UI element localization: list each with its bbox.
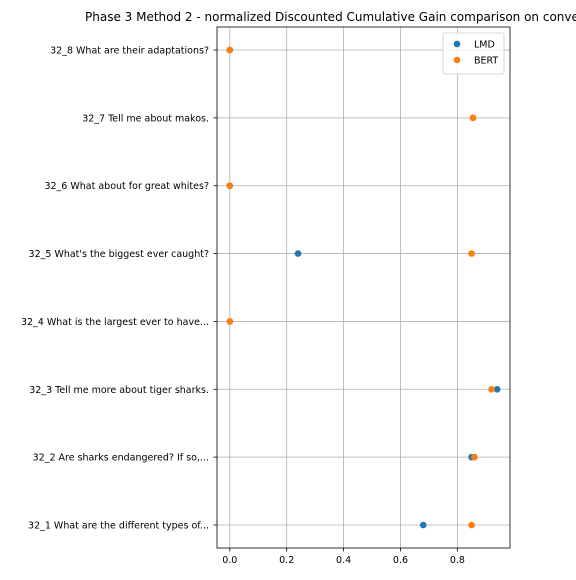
data-point-bert [226,182,234,190]
data-point-bert [468,521,475,529]
legend-label-bert: BERT [474,56,498,67]
data-point-bert [488,385,495,393]
plot-frame [216,26,511,549]
data-point-bert [471,453,478,461]
data-point-lmd [493,385,501,393]
data-points [226,46,501,529]
legend: LMD BERT [442,32,505,75]
data-point-bert [468,250,475,257]
y-tick-label: 32_7 Tell me about makos. [82,113,209,124]
x-tick-label: 0.8 [450,555,465,566]
axis-ticks: 0.0 0.2 0.4 0.6 0.8 32_1 What are the differe… [21,46,465,567]
data-point-lmd [419,521,427,529]
chart-title: Phase 3 Method 2 - normalized Discounted… [85,10,576,24]
legend-marker-bert [453,56,461,64]
y-tick-label: 32_6 What about for great whites? [44,181,209,192]
y-tick-label: 32_3 Tell me more about tiger sharks. [29,385,209,396]
x-tick-label: 0.2 [279,555,294,566]
data-point-bert [226,46,234,54]
x-tick-label: 0.0 [222,555,237,566]
legend-label-lmd: LMD [474,40,495,51]
y-tick-label: 32_5 What's the biggest ever caught? [29,249,209,260]
legend-marker-lmd [453,40,461,48]
y-tick-label: 32_4 What is the largest ever to have... [21,317,209,328]
x-tick-label: 0.4 [336,555,351,566]
data-point-bert [226,318,234,325]
x-tick-label: 0.6 [393,555,408,566]
y-tick-label: 32_8 What are their adaptations? [50,46,209,57]
y-tick-label: 32_2 Are sharks endangered? If so,... [33,453,209,464]
y-tick-label: 32_1 What are the different types of... [28,521,209,532]
data-point-lmd [294,250,302,257]
data-point-bert [469,114,477,122]
